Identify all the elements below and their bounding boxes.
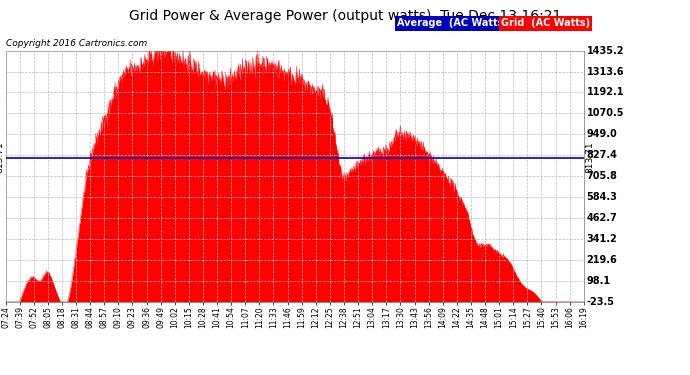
Text: 1070.5: 1070.5 — [586, 108, 624, 118]
Text: 98.1: 98.1 — [586, 276, 611, 286]
Text: 1192.1: 1192.1 — [586, 87, 624, 98]
Text: 1435.2: 1435.2 — [586, 46, 624, 56]
Text: Average  (AC Watts): Average (AC Watts) — [397, 18, 509, 28]
Text: 705.8: 705.8 — [586, 171, 618, 181]
Text: Grid Power & Average Power (output watts)  Tue Dec 13 16:21: Grid Power & Average Power (output watts… — [129, 9, 561, 23]
Text: 827.4: 827.4 — [586, 150, 618, 160]
Text: -23.5: -23.5 — [586, 297, 615, 307]
Text: 219.6: 219.6 — [586, 255, 618, 265]
Text: 813.71: 813.71 — [0, 142, 4, 174]
Text: 341.2: 341.2 — [586, 234, 618, 244]
Text: 1313.6: 1313.6 — [586, 67, 624, 76]
Text: 584.3: 584.3 — [586, 192, 618, 202]
Text: 462.7: 462.7 — [586, 213, 618, 223]
Text: 813.71: 813.71 — [585, 142, 594, 174]
Text: Copyright 2016 Cartronics.com: Copyright 2016 Cartronics.com — [6, 39, 147, 48]
Text: Grid  (AC Watts): Grid (AC Watts) — [501, 18, 590, 28]
Text: 949.0: 949.0 — [586, 129, 618, 140]
